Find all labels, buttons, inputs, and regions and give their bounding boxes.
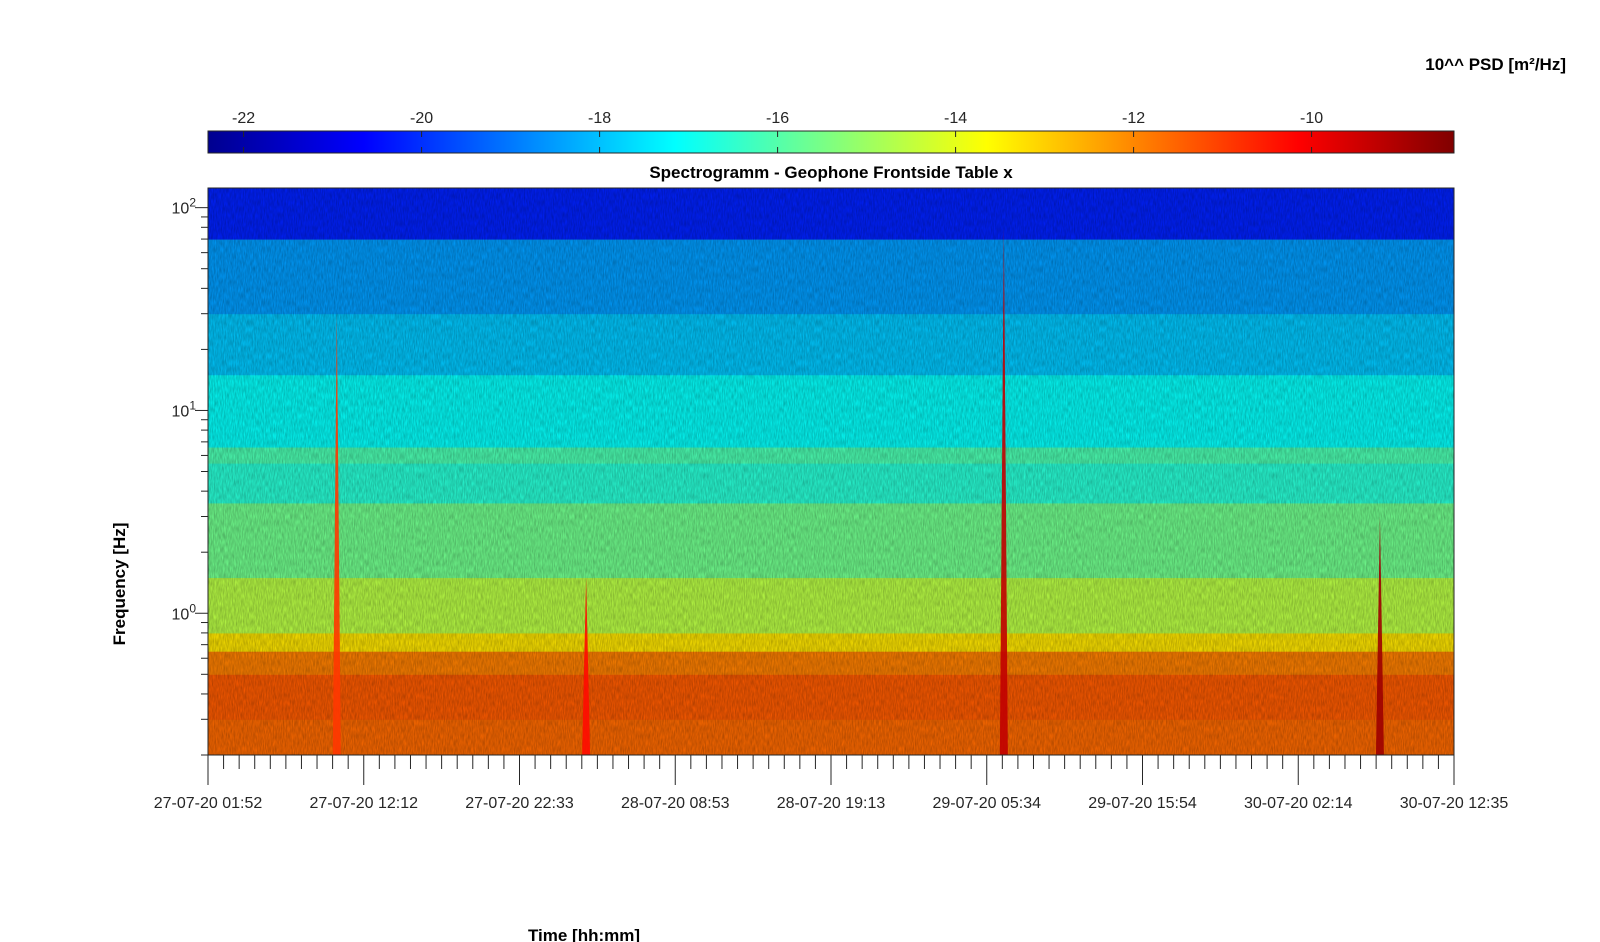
x-tick-label: 29-07-20 05:34 (932, 795, 1041, 812)
y-tick-label: 100 (172, 601, 197, 623)
y-tick-label: 101 (172, 398, 197, 420)
event-spikes (332, 227, 1384, 755)
colorbar-label: 10^^ PSD [m²/Hz] (1425, 55, 1566, 74)
colorbar-tick-label: -12 (1122, 110, 1145, 127)
x-tick-label: 30-07-20 02:14 (1244, 795, 1353, 812)
x-tick-label: 28-07-20 08:53 (621, 795, 730, 812)
chart-title: Spectrogramm - Geophone Frontside Table … (649, 163, 1013, 182)
colorbar-tick-label: -20 (410, 110, 433, 127)
colorbar-ticks: -22 -20 -18 -16 -14 -12 -10 (232, 110, 1323, 153)
y-axis: 100 101 102 (172, 196, 208, 756)
y-tick-label: 102 (172, 196, 197, 218)
colorbar-tick-label: -22 (232, 110, 255, 127)
event-spike (1375, 516, 1384, 755)
plot-area (208, 188, 1454, 755)
y-axis-label: Frequency [Hz] (110, 523, 129, 646)
event-spike (999, 227, 1008, 755)
x-axis-label: Time [hh:mm] (528, 926, 640, 942)
colorbar-tick-label: -10 (1300, 110, 1323, 127)
x-axis: 27-07-20 01:52 27-07-20 12:12 27-07-20 22:… (154, 755, 1509, 812)
x-tick-label: 27-07-20 01:52 (154, 795, 263, 812)
x-tick-label: 27-07-20 12:12 (309, 795, 418, 812)
colorbar-tick-label: -18 (588, 110, 611, 127)
x-tick-label: 29-07-20 15:54 (1088, 795, 1197, 812)
x-tick-label: 27-07-20 22:33 (465, 795, 574, 812)
event-spike (582, 577, 591, 755)
x-tick-label: 28-07-20 19:13 (777, 795, 886, 812)
event-spike (332, 313, 341, 755)
colorbar-tick-label: -16 (766, 110, 789, 127)
colorbar (207, 130, 1455, 154)
texture-overlay (208, 188, 1454, 755)
colorbar-tick-label: -14 (944, 110, 967, 127)
x-tick-label: 30-07-20 12:35 (1400, 795, 1509, 812)
